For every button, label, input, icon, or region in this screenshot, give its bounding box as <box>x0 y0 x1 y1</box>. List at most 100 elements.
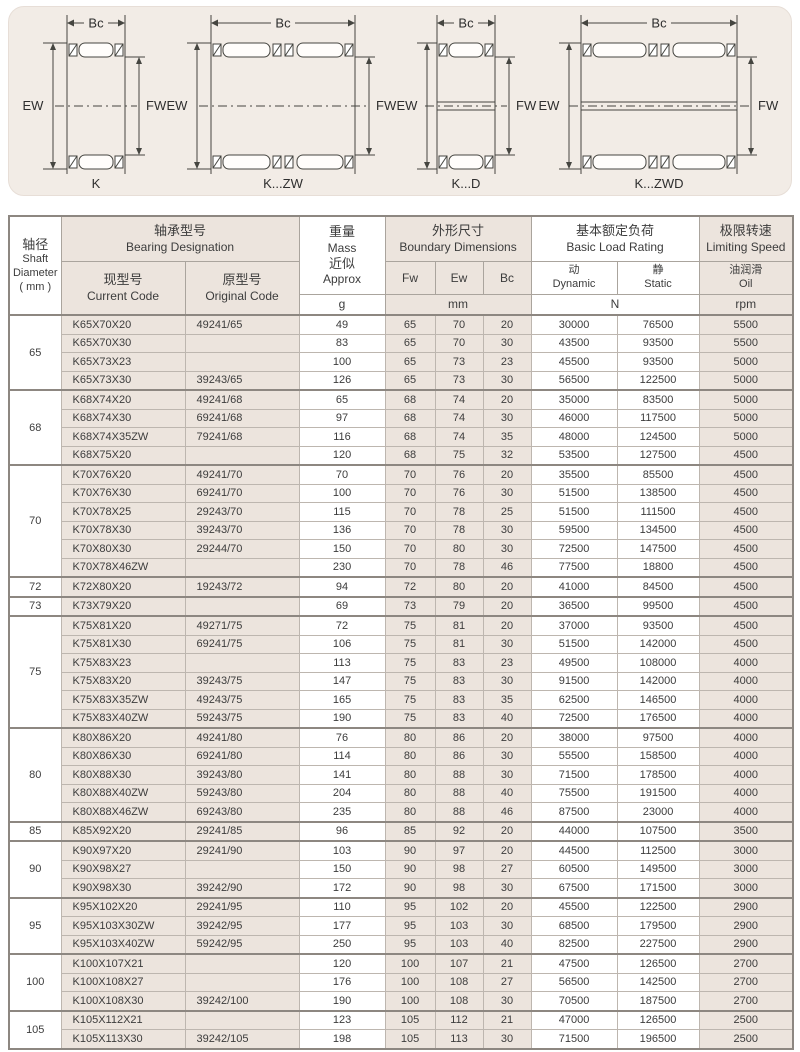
table-row: K105X113X30 39242/105 198 105 113 30 71500 1965… <box>9 1029 794 1049</box>
cell-bc: 23 <box>482 653 532 673</box>
cell-mass: 250 <box>298 934 386 955</box>
cell-fw: 72 <box>384 576 436 597</box>
fw-dim-label: FW <box>146 98 167 113</box>
cell-fw: 105 <box>384 1029 436 1049</box>
cell-static: 158500 <box>616 746 700 766</box>
fw-dim-label: FW <box>758 98 779 113</box>
table-row: K95X103X30ZW 39242/95 177 95 103 30 68500 17950… <box>9 916 794 936</box>
cell-original-code: 39242/100 <box>184 991 300 1011</box>
cell-dynamic: 71500 <box>530 1029 618 1049</box>
cell-static: 108000 <box>616 653 700 673</box>
cell-speed: 4000 <box>698 653 794 673</box>
cell-mass: 96 <box>298 820 386 842</box>
cell-mass: 97 <box>298 408 386 428</box>
cell-original-code: 29244/70 <box>184 539 300 559</box>
cell-mass: 147 <box>298 671 386 691</box>
cell-mass: 190 <box>298 708 386 729</box>
cell-fw: 75 <box>384 708 436 729</box>
cell-mass: 110 <box>298 896 386 917</box>
cell-bc: 30 <box>482 746 532 766</box>
cell-mass: 100 <box>298 352 386 372</box>
cell-shaft-diameter: 65 <box>8 314 62 391</box>
cell-static: 126500 <box>616 953 700 974</box>
table-row: K75X83X35ZW 49243/75 165 75 83 35 62500 146500 4… <box>9 690 794 710</box>
table-row: K75X83X40ZW 59243/75 190 75 83 40 72500 176500 4… <box>9 708 794 729</box>
cell-speed: 3500 <box>698 820 794 842</box>
cell-mass: 150 <box>298 539 386 559</box>
cell-bc: 20 <box>482 615 532 636</box>
cell-ew: 98 <box>434 878 484 898</box>
unit-boundary: mm <box>384 294 532 316</box>
cell-current-code: K72X80X20 <box>60 576 186 597</box>
cell-static: 178500 <box>616 765 700 785</box>
cell-current-code: K75X83X40ZW <box>60 708 186 729</box>
cell-original-code: 49241/65 <box>184 314 300 335</box>
cell-mass: 165 <box>298 690 386 710</box>
cell-speed: 5500 <box>698 333 794 353</box>
cell-shaft-diameter: 95 <box>8 896 62 955</box>
diagram-caption: K...ZWD <box>634 176 683 191</box>
static-en: Static <box>644 278 672 290</box>
cell-original-code: 69241/70 <box>184 483 300 503</box>
cell-static: 142000 <box>616 671 700 691</box>
cell-dynamic: 30000 <box>530 314 618 335</box>
cell-dynamic: 55500 <box>530 746 618 766</box>
cell-ew: 76 <box>434 464 484 485</box>
cell-static: 23000 <box>616 802 700 822</box>
cell-original-code: 59243/80 <box>184 783 300 803</box>
diagram-caption: K...ZW <box>263 176 303 191</box>
cell-fw: 75 <box>384 634 436 654</box>
cell-dynamic: 72500 <box>530 539 618 559</box>
cell-static: 83500 <box>616 389 700 410</box>
cell-fw: 70 <box>384 520 436 540</box>
cell-mass: 106 <box>298 634 386 654</box>
cell-bc: 30 <box>482 370 532 391</box>
cell-mass: 120 <box>298 953 386 974</box>
header-oil: 油润滑 Oil <box>698 261 794 295</box>
table-row: K70X78X25 29243/70 115 70 78 25 51500 111500 450… <box>9 502 794 522</box>
header-dynamic: 动 Dynamic <box>530 261 618 295</box>
cell-bc: 30 <box>482 991 532 1011</box>
cell-current-code: K68X75X20 <box>60 445 186 466</box>
cell-ew: 113 <box>434 1029 484 1049</box>
cell-fw: 80 <box>384 746 436 766</box>
cell-bc: 20 <box>482 389 532 410</box>
cell-dynamic: 44000 <box>530 820 618 842</box>
cell-current-code: K105X112X21 <box>60 1009 186 1030</box>
cell-static: 127500 <box>616 445 700 466</box>
cell-mass: 204 <box>298 783 386 803</box>
table-row: K68X74X30 69241/68 97 68 74 30 46000 117500 5000 <box>9 408 794 428</box>
cell-bc: 20 <box>482 576 532 597</box>
current-en: Current Code <box>86 288 160 303</box>
spec-table-wrap: 轴径 Shaft Diameter ( mm ) 轴承型号 Bearing De… <box>8 215 795 1050</box>
cell-original-code: 49271/75 <box>184 615 300 636</box>
cell-mass: 115 <box>298 502 386 522</box>
ew-dim-label: EW <box>397 98 419 113</box>
bearing-diagram-zwd: Bc EW FW K...ZWD <box>539 15 779 191</box>
cell-current-code: K75X81X30 <box>60 634 186 654</box>
cell-shaft-diameter: 75 <box>8 615 62 729</box>
cell-dynamic: 56500 <box>530 972 618 992</box>
cell-fw: 65 <box>384 370 436 391</box>
cell-fw: 90 <box>384 878 436 898</box>
cell-original-code: 69241/75 <box>184 634 300 654</box>
cell-current-code: K95X102X20 <box>60 896 186 917</box>
cell-speed: 2900 <box>698 896 794 917</box>
cell-dynamic: 41000 <box>530 576 618 597</box>
cell-fw: 75 <box>384 653 436 673</box>
cell-ew: 78 <box>434 502 484 522</box>
cell-mass: 83 <box>298 333 386 353</box>
cell-mass: 94 <box>298 576 386 597</box>
table-row: 90 K90X97X20 29241/90 103 90 97 20 44500 112500 3… <box>8 840 794 898</box>
cell-dynamic: 45500 <box>530 352 618 372</box>
table-row: K100X108X27 176 100 108 27 56500 142500 2700 <box>9 972 794 992</box>
cell-original-code: 29241/85 <box>184 820 300 842</box>
cell-fw: 68 <box>384 389 436 410</box>
cell-speed: 4000 <box>698 727 794 748</box>
table-row: K68X74X35ZW 79241/68 116 68 74 35 48000 124500 5… <box>9 427 794 447</box>
cell-bc: 30 <box>482 1029 532 1049</box>
cell-dynamic: 44500 <box>530 840 618 861</box>
table-row: 100 K100X107X21 120 100 107 21 47500 126500 2700 <box>8 953 794 1011</box>
cell-fw: 68 <box>384 445 436 466</box>
cell-speed: 5000 <box>698 352 794 372</box>
